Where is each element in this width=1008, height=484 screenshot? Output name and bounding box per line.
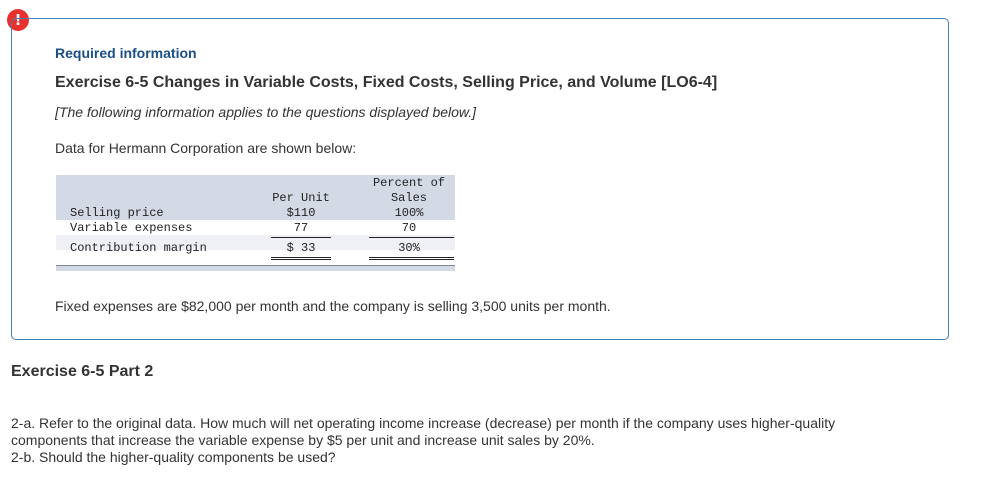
variable-expenses-percent: 70 [401, 221, 417, 235]
per-unit-double-underline [271, 257, 331, 260]
part-title: Exercise 6-5 Part 2 [11, 363, 154, 380]
question-2a-line2: components that increase the variable ex… [11, 432, 595, 448]
fixed-expenses-note: Fixed expenses are $82,000 per month and… [55, 298, 611, 314]
intro-text: Data for Hermann Corporation are shown b… [55, 140, 357, 156]
question-2b: 2-b. Should the higher-quality component… [11, 449, 336, 465]
variable-expenses-per-unit: 77 [293, 221, 309, 235]
row-label-variable-expenses: Variable expenses [70, 221, 193, 235]
required-information-label: Required information [55, 45, 197, 61]
per-unit-underline [271, 237, 331, 238]
selling-price-per-unit: $110 [286, 206, 316, 220]
contribution-margin-percent: 30% [398, 241, 420, 255]
row-label-selling-price: Selling price [70, 206, 164, 220]
header-percent-line1: Percent of [372, 176, 445, 190]
table-row-stripe [56, 235, 455, 250]
row-label-contribution-margin: Contribution margin [70, 241, 207, 255]
question-2a-line1: 2-a. Refer to the original data. How muc… [11, 415, 836, 431]
table-header-bg [56, 175, 455, 220]
exercise-title: Exercise 6-5 Changes in Variable Costs, … [55, 74, 718, 91]
percent-underline [369, 237, 454, 238]
header-per-unit: Per Unit [272, 191, 330, 205]
percent-double-underline [369, 257, 454, 260]
applies-note: [The following information applies to th… [55, 104, 477, 120]
contribution-margin-per-unit: $ 33 [286, 241, 316, 255]
table-footer-bar [56, 265, 455, 271]
header-percent-line2: Sales [390, 191, 427, 205]
required-information-box: Required information Exercise 6-5 Change… [11, 18, 949, 340]
contribution-table: Percent of Per Unit Sales Selling price … [56, 175, 455, 272]
alert-icon: ! [7, 9, 29, 31]
selling-price-percent: 100% [394, 206, 424, 220]
